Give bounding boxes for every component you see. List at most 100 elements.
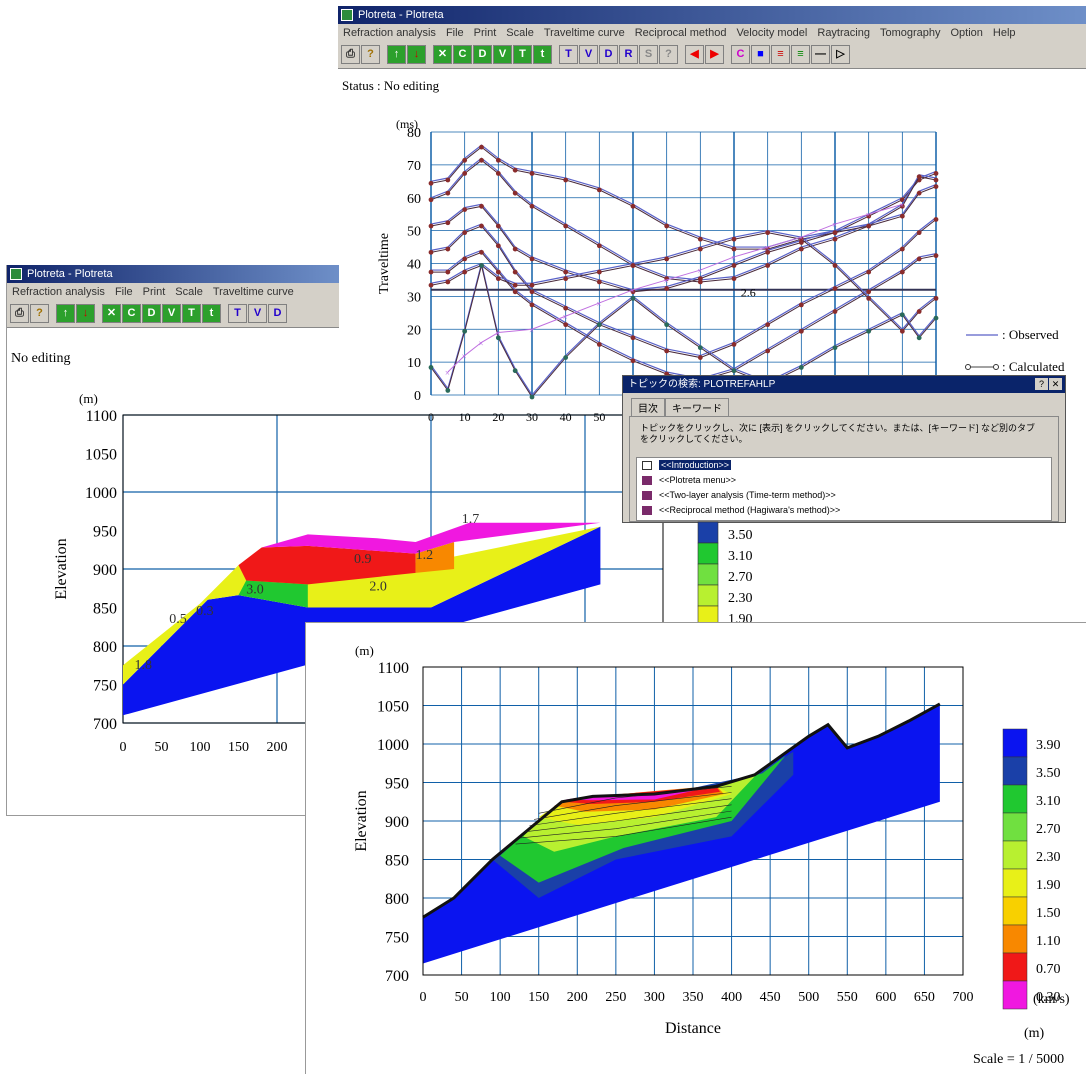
help-question-button[interactable]: ? xyxy=(1035,378,1048,390)
menu-item[interactable]: Raytracing xyxy=(817,27,870,39)
toolbar-t-button[interactable]: T xyxy=(513,45,532,64)
calculated-point xyxy=(428,365,434,370)
menu-item[interactable]: Print xyxy=(473,27,497,39)
toolbar-circle-button[interactable]: C xyxy=(453,45,472,64)
toolbar-palette2-button[interactable]: ≡ xyxy=(791,45,810,64)
legend-swatch xyxy=(1002,840,1028,870)
toolbar-tr-button[interactable]: T xyxy=(228,304,247,323)
topic-item[interactable]: <<Plotreta menu>> xyxy=(637,473,1051,488)
toolbar-up-button[interactable]: ↑ xyxy=(56,304,75,323)
menu-item[interactable]: File xyxy=(114,286,133,298)
tab-keyword[interactable]: キーワード xyxy=(665,398,729,416)
toolbar-t-button[interactable]: T xyxy=(182,304,201,323)
toolbar-down-button[interactable]: ↓ xyxy=(76,304,95,323)
legend-swatch xyxy=(1002,980,1028,1010)
calculated-point xyxy=(933,217,939,222)
toolbar-up-button[interactable]: ↑ xyxy=(387,45,406,64)
menu-item[interactable]: Print xyxy=(142,286,166,298)
calculated-point xyxy=(630,203,636,209)
toolbar-print-button[interactable]: ⎙ xyxy=(341,45,360,64)
toolbar-d-button[interactable]: D xyxy=(142,304,161,323)
topic-item[interactable]: <<Reciprocal method (Hagiwara's method)>… xyxy=(637,503,1051,518)
toolbar-line-button[interactable]: — xyxy=(811,45,830,64)
calculated-series-line xyxy=(430,232,937,332)
menu-item[interactable]: Option xyxy=(950,27,983,39)
close-button[interactable]: ✕ xyxy=(1049,378,1062,390)
menu-item[interactable]: File xyxy=(445,27,464,39)
topic-item[interactable]: <<Two-layer analysis (Time-term method)>… xyxy=(637,488,1051,503)
dialog-title-bar[interactable]: トピックの検索: PLOTREFAHLP ? ✕ xyxy=(623,376,1065,393)
toolbar-right-button[interactable]: ▶ xyxy=(705,45,724,64)
annotation-label: 2.6 xyxy=(741,285,756,299)
toolbar-left-button[interactable]: ◀ xyxy=(685,45,704,64)
toolbar-print-button[interactable]: ⎙ xyxy=(10,304,29,323)
x-tick-label: 50 xyxy=(455,990,469,1005)
menu-item[interactable]: Refraction analysis xyxy=(343,27,436,39)
calculated-point xyxy=(866,223,872,229)
topic-item[interactable]: <<Introduction>> xyxy=(637,458,1051,473)
window-title-bar[interactable]: Plotreta - Plotreta xyxy=(7,265,339,283)
toolbar-vs-button[interactable]: V xyxy=(579,45,598,64)
toolbar-color-button[interactable]: ■ xyxy=(751,45,770,64)
toolbar-help-button[interactable]: ? xyxy=(361,45,380,64)
menu-item[interactable]: Refraction analysis xyxy=(12,286,105,298)
toolbar-d-button[interactable]: D xyxy=(473,45,492,64)
calculated-point xyxy=(933,295,939,301)
toolbar-circle-button[interactable]: C xyxy=(122,304,141,323)
contour-line xyxy=(534,792,732,820)
toolbar-t1-button[interactable]: t xyxy=(202,304,221,323)
toolbar-tr-button[interactable]: T xyxy=(559,45,578,64)
calculated-point xyxy=(866,269,872,275)
menu-item[interactable]: Scale xyxy=(506,27,534,39)
toolbar-cross-button[interactable]: ✕ xyxy=(102,304,121,323)
menu-item[interactable]: Tomography xyxy=(879,27,941,39)
toolbar-v-button[interactable]: V xyxy=(162,304,181,323)
calculated-point xyxy=(479,157,484,163)
toolbar-cross-button[interactable]: ✕ xyxy=(433,45,452,64)
menu-item[interactable]: Reciprocal method xyxy=(634,27,727,39)
toolbar-rp-button[interactable]: R xyxy=(619,45,638,64)
toolbar-su-button[interactable]: S xyxy=(639,45,658,64)
menu-item[interactable]: Traveltime curve xyxy=(212,286,294,298)
y-unit-label: (m) xyxy=(355,643,374,658)
toolbar-cursor-button[interactable]: ▷ xyxy=(831,45,850,64)
observed-x-mark: × xyxy=(664,276,669,286)
toolbar-help-button[interactable]: ? xyxy=(30,304,49,323)
contour-line xyxy=(524,804,732,833)
tab-contents[interactable]: 目次 xyxy=(631,398,665,416)
contour-line xyxy=(529,798,732,826)
calculated-point xyxy=(563,177,569,183)
calculated-point xyxy=(596,322,602,328)
calculated-point xyxy=(495,269,501,275)
toolbar-?-button[interactable]: ? xyxy=(659,45,678,64)
calculated-point xyxy=(899,246,905,252)
toolbar-dr-button[interactable]: D xyxy=(599,45,618,64)
toolbar-t1-button[interactable]: t xyxy=(533,45,552,64)
observed-series-line xyxy=(430,144,937,248)
toolbar-cell-button[interactable]: C xyxy=(731,45,750,64)
layer-velocity-label: 1.8 xyxy=(135,658,153,673)
menu-item[interactable]: Scale xyxy=(175,286,203,298)
toolbar-dr-button[interactable]: D xyxy=(268,304,287,323)
window-title-bar[interactable]: Plotreta - Plotreta xyxy=(338,6,1086,24)
calculated-point xyxy=(697,236,703,242)
calculated-point xyxy=(596,187,602,193)
calculated-point xyxy=(462,328,468,334)
observed-x-mark: × xyxy=(832,220,837,230)
toolbar-down-button[interactable]: ↓ xyxy=(407,45,426,64)
calculated-point xyxy=(832,236,838,242)
menu-item[interactable]: Traveltime curve xyxy=(543,27,625,39)
calculated-point xyxy=(630,295,636,301)
x-tick-label: 650 xyxy=(914,990,935,1005)
menu-item[interactable]: Help xyxy=(992,27,1016,39)
menu-item[interactable]: Velocity model xyxy=(736,27,808,39)
calculated-point xyxy=(697,246,703,252)
toolbar-palette1-button[interactable]: ≡ xyxy=(771,45,790,64)
observed-x-mark: × xyxy=(630,286,635,296)
y-tick-label: 80 xyxy=(407,126,421,141)
toolbar-v-button[interactable]: V xyxy=(493,45,512,64)
calculated-point xyxy=(529,171,535,176)
toolbar-vs-button[interactable]: V xyxy=(248,304,267,323)
legend-swatch xyxy=(1002,812,1028,842)
calculated-point xyxy=(512,167,518,173)
